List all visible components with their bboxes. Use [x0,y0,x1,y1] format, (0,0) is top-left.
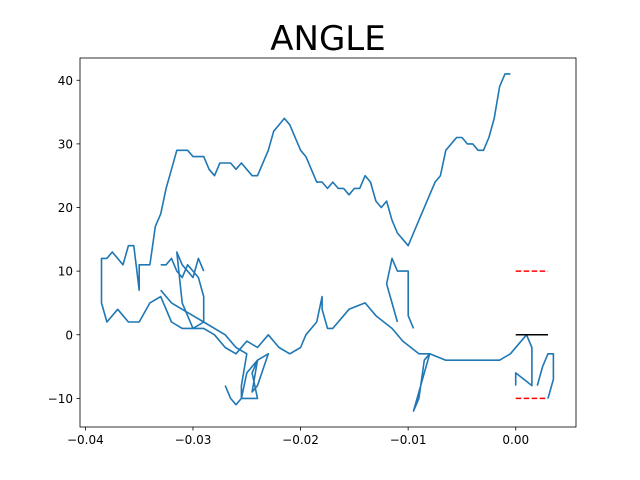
y-tick-label: 0 [65,328,73,342]
series-line-0 [102,74,532,411]
plot-frame [80,58,576,427]
y-tick-label: 30 [58,137,73,151]
y-tick-label: 20 [58,201,73,215]
series-line-2 [161,252,204,328]
series-line-3 [387,258,414,328]
x-tick-label: −0.03 [175,433,212,447]
y-tick-label: 40 [58,74,73,88]
plot-layer [102,74,554,411]
series-line-1 [161,290,269,405]
x-tick-label: 0.00 [502,433,529,447]
x-tick-label: −0.02 [282,433,319,447]
chart-title: ANGLE [270,19,385,59]
x-tick-label: −0.01 [390,433,427,447]
series-line-4 [537,354,553,399]
x-tick-label: −0.04 [67,433,104,447]
y-tick-label: −10 [48,392,73,406]
y-tick-label: 10 [58,265,73,279]
